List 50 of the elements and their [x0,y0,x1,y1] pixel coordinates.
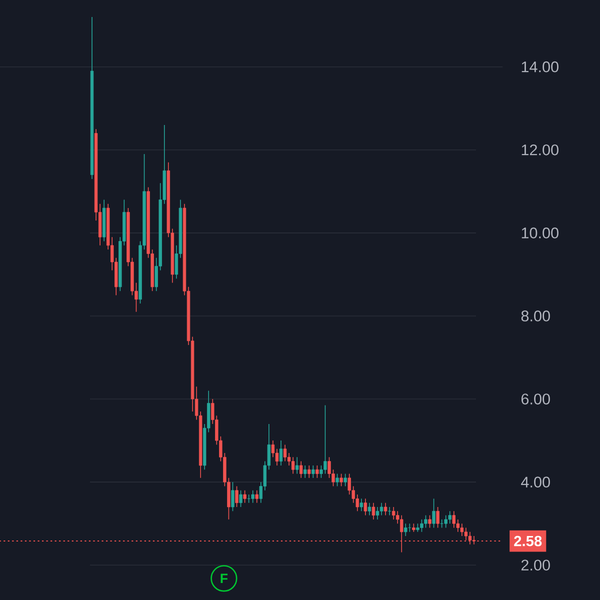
candlestick [235,486,238,508]
candlestick [392,506,396,520]
candlestick [324,404,327,474]
candlestick [460,523,464,536]
candlestick [243,490,246,504]
candlestick [239,490,242,508]
candlestick [231,482,234,512]
candlestick [312,465,315,478]
candlestick [255,490,258,504]
y-tick-label: 2.00 [521,560,550,571]
candlestick [360,498,364,512]
candlestick [251,490,254,504]
candlestick [328,456,331,478]
y-tick-label: 10.00 [522,228,558,238]
candlestick [404,523,408,536]
candlestick [348,473,351,495]
y-tick-label: 6.00 [521,394,550,404]
y-tick-label: 4.00 [521,476,550,488]
candlestick [283,444,287,462]
candlestick [336,473,339,487]
candlestick [364,498,368,516]
candlestick [291,456,295,474]
candlestick [424,514,428,528]
ref-line-label: 2.58 [514,536,542,546]
candlestick [376,506,380,520]
y-tick-label: 14.00 [522,61,558,72]
candlestick [320,465,323,478]
candlestick [420,519,424,532]
candlestick [308,465,311,478]
candlestick [279,440,283,466]
y-tick-label: 8.00 [521,310,550,322]
candlestick [368,502,372,516]
candlestick [444,514,448,528]
candlestick [340,473,343,487]
y-tick-label: 12.00 [522,144,558,156]
candlestick [304,465,307,478]
candlestick [452,510,456,528]
candlestick [344,473,347,487]
candlestick [428,514,432,528]
candlestick [384,502,388,516]
candlestick [436,506,440,528]
candlestick [380,502,384,516]
candlestick [372,502,376,520]
annotation: F [220,574,228,583]
candlestick [295,456,299,474]
candlestick [271,440,275,458]
candlestick [448,510,452,524]
candlestick [432,498,436,528]
candlestick [316,465,319,478]
candlestick [299,460,303,478]
